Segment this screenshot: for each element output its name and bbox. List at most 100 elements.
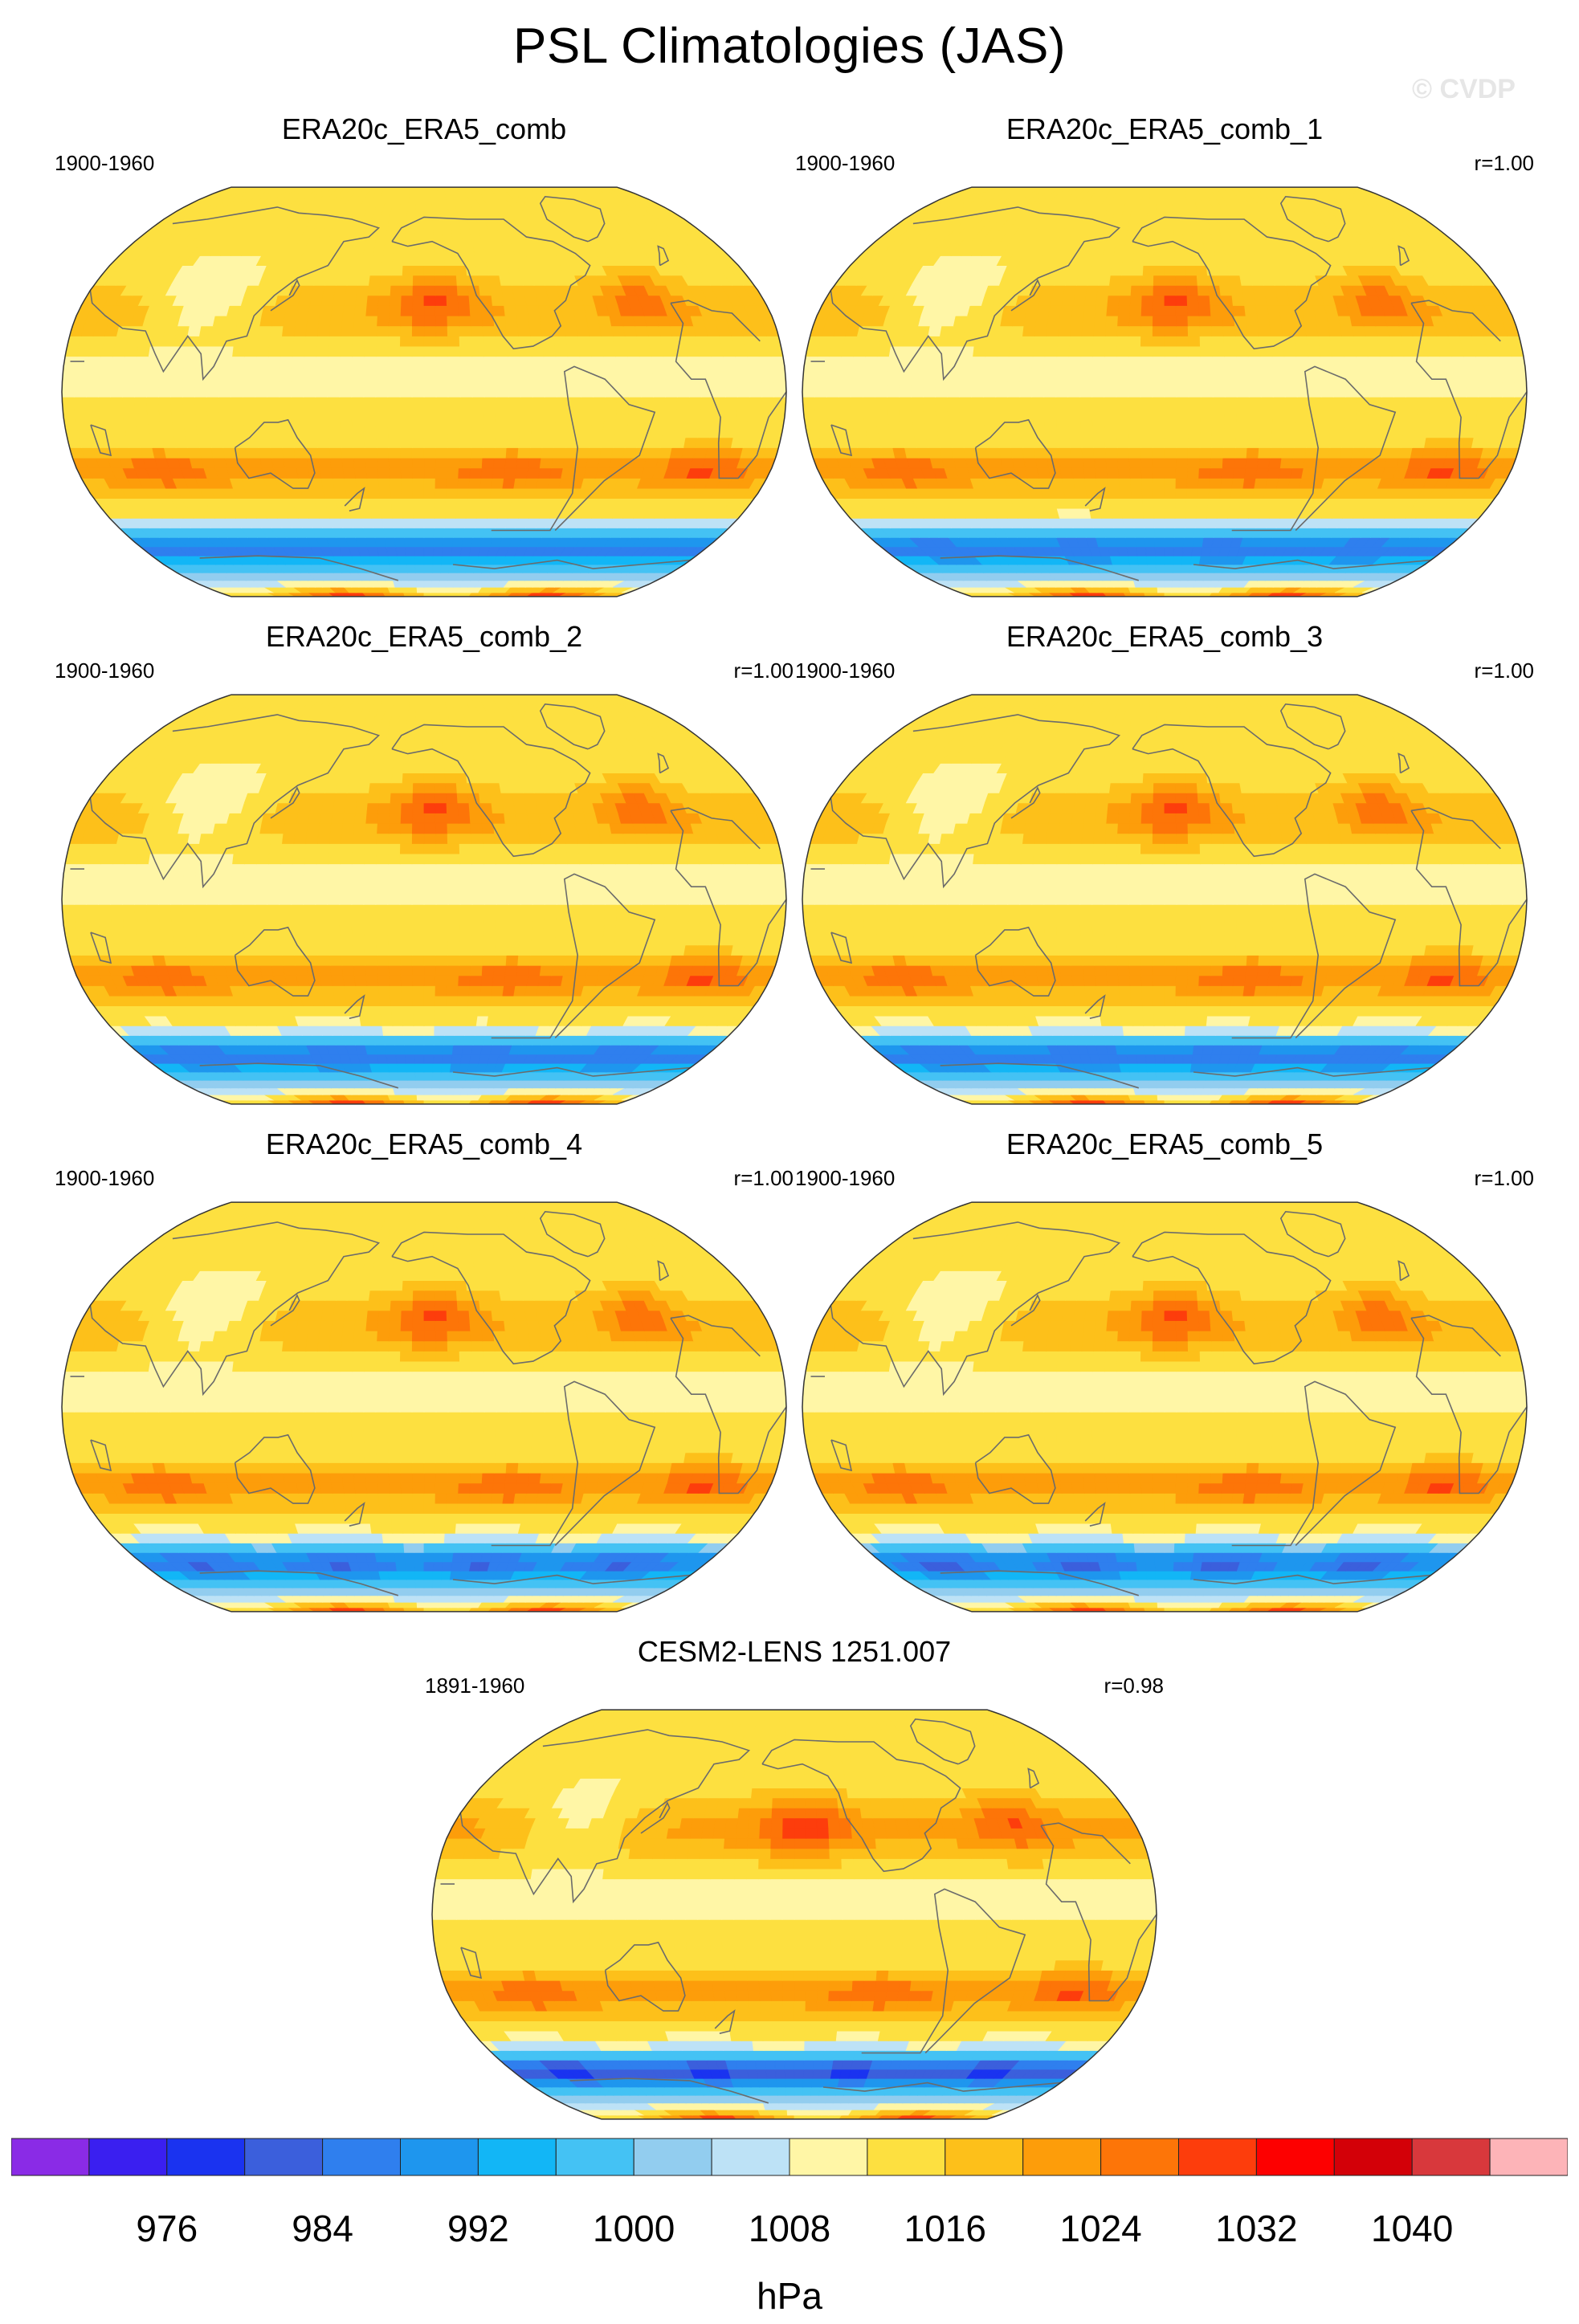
map-panel: ERA20c_ERA5_comb_1 1900-1960 r=1.00: [795, 112, 1534, 610]
colorbar: [11, 2138, 1568, 2176]
colorbar-box: [789, 2138, 868, 2176]
colorbar-box: [1100, 2138, 1179, 2176]
coastline: [539, 195, 606, 243]
panel-pattern-correlation: r=1.00: [1474, 151, 1534, 175]
coastline: [1279, 703, 1346, 750]
coastline: [1193, 559, 1431, 569]
colorbar-tick-label: 1008: [748, 2208, 831, 2249]
coastline: [452, 559, 691, 569]
colorbar-box: [945, 2138, 1024, 2176]
robinson-map: [61, 694, 787, 1105]
coastline: [940, 1570, 1140, 1596]
panel-period: 1900-1960: [55, 1166, 155, 1190]
coastline: [670, 809, 786, 987]
colorbar-box: [867, 2138, 946, 2176]
coastline: [1397, 1260, 1410, 1282]
coastline: [1040, 1822, 1131, 1865]
psl-field: [802, 187, 1527, 597]
colorbar-box: [88, 2138, 168, 2176]
coastline: [344, 1502, 365, 1527]
coastline: [344, 994, 365, 1019]
map-border: [61, 1201, 787, 1613]
coastline: [199, 1570, 399, 1596]
coastline: [670, 1317, 786, 1494]
coastline: [830, 714, 1121, 889]
colorbar-box: [322, 2138, 402, 2176]
coastline: [1231, 365, 1397, 532]
colorbar-box: [711, 2138, 790, 2176]
coastline: [569, 2077, 769, 2104]
colorbar-box: [1178, 2138, 1257, 2176]
coastline: [452, 1066, 691, 1077]
coastline: [822, 2081, 1061, 2092]
colorbar-box: [555, 2138, 634, 2176]
coastline: [270, 786, 300, 819]
panel-pattern-correlation: r=0.98: [1104, 1674, 1164, 1698]
colorbar-box: [1333, 2138, 1413, 2176]
coastline: [909, 1718, 976, 1765]
colorbar-box: [477, 2138, 557, 2176]
map-border: [61, 694, 787, 1105]
coastline: [391, 1231, 591, 1365]
colorbar-tick-label: 1040: [1371, 2208, 1454, 2249]
map-border: [802, 186, 1528, 597]
panel-title: ERA20c_ERA5_comb_4: [265, 1127, 583, 1160]
psl-field: [62, 1202, 786, 1612]
coastline: [1397, 245, 1410, 267]
colorbar-box: [11, 2138, 90, 2176]
colorbar-box: [1489, 2138, 1568, 2176]
coastline: [1410, 1317, 1527, 1494]
panel-period: 1900-1960: [55, 151, 155, 175]
coastline: [830, 932, 853, 964]
colorbar-box: [1411, 2138, 1491, 2176]
map-border: [802, 1201, 1528, 1613]
coastline: [1132, 1231, 1332, 1365]
colorbar-box: [633, 2138, 712, 2176]
map-border: [431, 1709, 1157, 2120]
coastline: [940, 1062, 1140, 1089]
coastline: [1193, 1066, 1431, 1077]
robinson-map: [61, 186, 787, 597]
colorbar-tick-label: 992: [447, 2208, 509, 2249]
coastline: [861, 1888, 1026, 2054]
coastline: [1231, 1380, 1397, 1547]
coastline: [89, 206, 381, 381]
coastline: [657, 1260, 670, 1282]
map-panel: CESM2-LENS 1251.007 1891-1960 r=0.98: [425, 1635, 1164, 2133]
panel-pattern-correlation: r=1.00: [1474, 1166, 1534, 1190]
panel-period: 1891-1960: [425, 1674, 525, 1698]
map-panel: ERA20c_ERA5_comb 1900-1960: [55, 112, 794, 610]
panel-period: 1900-1960: [55, 658, 155, 683]
coastline: [670, 300, 761, 342]
coastline: [640, 1801, 671, 1834]
coastline: [1279, 1210, 1346, 1258]
panel-period: 1900-1960: [795, 1166, 896, 1190]
coastline: [234, 1433, 316, 1504]
coastline: [1084, 994, 1106, 1019]
coastline: [491, 365, 656, 532]
colorbar-tick-label: 1024: [1059, 2208, 1142, 2249]
robinson-map: [431, 1709, 1157, 2120]
coastline: [1410, 809, 1527, 987]
coastline: [1410, 1315, 1501, 1357]
coastline: [940, 555, 1140, 581]
coastline: [670, 302, 786, 479]
coastline: [452, 1574, 691, 1584]
colorbar-tick-label: 984: [292, 2208, 353, 2249]
coastline: [1397, 752, 1410, 774]
colorbar-box: [244, 2138, 324, 2176]
coastline: [604, 1941, 686, 2012]
coastline: [974, 926, 1056, 997]
map-border: [802, 694, 1528, 1105]
coastline: [830, 1221, 1121, 1396]
colorbar-tick-label: 1032: [1215, 2208, 1298, 2249]
coastline: [539, 703, 606, 750]
psl-field: [62, 187, 786, 597]
panel-pattern-correlation: r=1.00: [1474, 658, 1534, 683]
coastline: [1010, 279, 1041, 312]
coastline: [344, 487, 365, 512]
psl-field: [432, 1710, 1157, 2119]
coastline: [234, 418, 316, 489]
coastline: [1027, 1767, 1040, 1789]
colorbar-box: [1255, 2138, 1335, 2176]
